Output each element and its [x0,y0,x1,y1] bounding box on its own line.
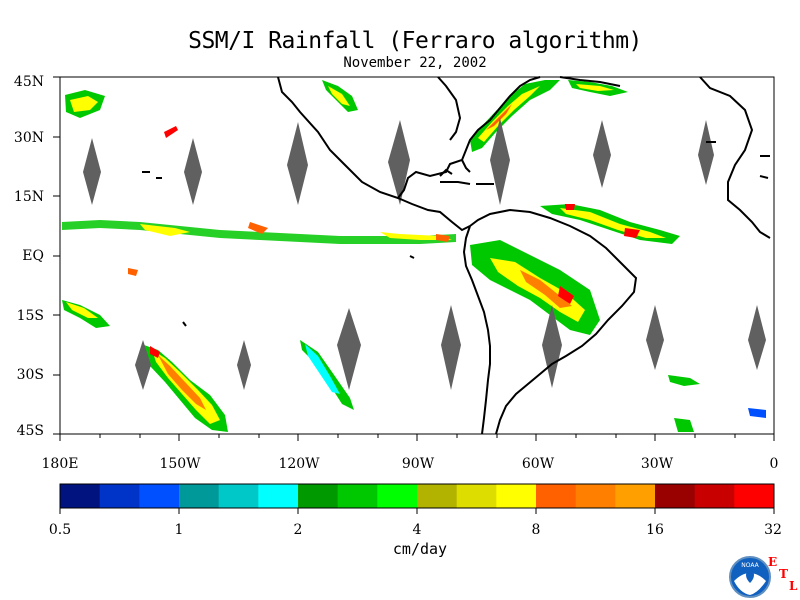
colorbar-swatch [258,484,299,508]
colorbar-swatch [615,484,656,508]
lat-label: 15S [16,308,44,324]
map-title: SSM/I Rainfall (Ferraro algorithm) [188,28,642,54]
colorbar-swatch [139,484,180,508]
etl-letter: T [779,567,788,581]
noaa-logo: NOAA E T L [728,555,798,600]
colorbar-label: 32 [764,522,782,538]
axis-ticks [53,76,775,441]
lon-label: 150W [159,456,201,472]
colorbar-label: 4 [412,522,422,538]
colorbar-swatch [179,484,220,508]
noaa-emblem-icon: NOAA [729,556,771,598]
lon-label: 120W [278,456,320,472]
lat-label: 45S [16,423,44,439]
colorbar-swatch [496,484,537,508]
data-gap-swaths [83,118,766,390]
etl-letter: E [768,555,778,569]
colorbar [59,484,775,514]
colorbar-swatch [536,484,577,508]
colorbar-label: 16 [646,522,664,538]
colorbar-swatch [337,484,378,508]
rainfall-patches [62,80,766,432]
etl-letter: L [789,579,798,593]
lon-label: 30W [640,456,674,472]
lat-label: 30N [13,130,44,146]
colorbar-swatch [417,484,458,508]
colorbar-label: 1 [174,522,184,538]
colorbar-swatch [377,484,418,508]
colorbar-swatch [99,484,140,508]
lon-label: 90W [401,456,435,472]
lat-label: 15N [13,189,44,205]
lon-label: 60W [521,456,555,472]
colorbar-swatch [218,484,259,508]
lat-label: 45N [13,74,44,90]
colorbar-label: 8 [531,522,541,538]
colorbar-swatch [655,484,696,508]
lon-label: 0 [769,456,779,472]
coastlines [142,76,771,435]
colorbar-swatch [456,484,497,508]
colorbar-label: 2 [293,522,303,538]
colorbar-unit: cm/day [392,540,448,558]
noaa-logo-text: NOAA [741,562,759,569]
colorbar-swatch [575,484,616,508]
colorbar-swatch [694,484,735,508]
colorbar-label: 0.5 [48,522,72,538]
lat-label: 30S [16,367,44,383]
lon-label: 180E [41,456,79,472]
lat-label: EQ [22,248,44,264]
colorbar-swatch [60,484,101,508]
map-date: November 22, 2002 [343,55,487,71]
colorbar-swatch [298,484,339,508]
colorbar-frame [59,483,775,509]
colorbar-swatch [734,484,775,508]
